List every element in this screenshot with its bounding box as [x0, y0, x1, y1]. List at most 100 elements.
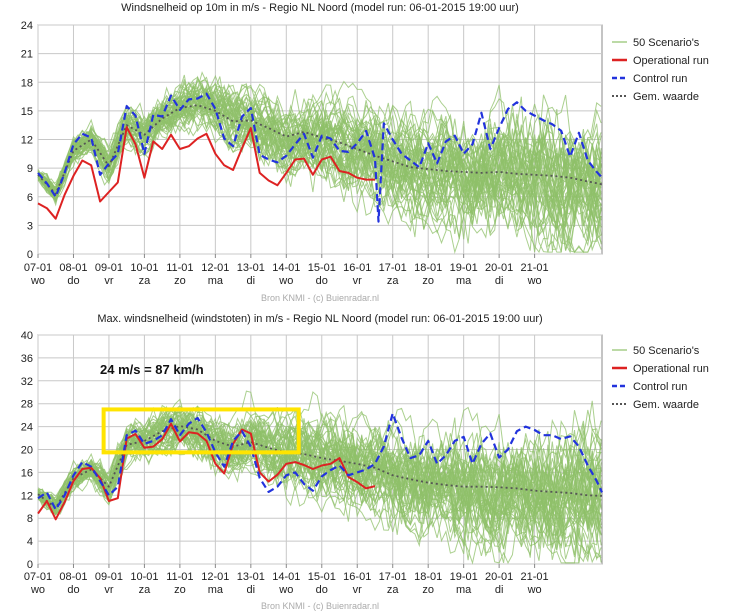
operational-run-line [37, 126, 375, 220]
scenario-line [37, 413, 602, 563]
x-tick-date: 15-01 [308, 571, 336, 583]
x-tick-date: 21-01 [521, 262, 549, 274]
x-tick-date: 11-01 [166, 262, 193, 274]
x-tick-day: di [495, 584, 504, 596]
scenario-line [37, 93, 602, 245]
x-tick-day: vr [353, 275, 363, 287]
x-tick-date: 21-01 [521, 571, 549, 583]
x-tick-day: do [67, 584, 79, 596]
y-tick-label: 36 [21, 353, 33, 365]
x-tick-day: do [316, 275, 328, 287]
scenario-line [37, 406, 602, 542]
y-tick-label: 24 [21, 422, 33, 434]
x-tick-day: zo [422, 584, 434, 596]
x-tick-day: do [316, 584, 328, 596]
x-tick-day: za [139, 275, 152, 287]
x-tick-day: ma [456, 275, 472, 287]
x-tick-date: 17-01 [379, 571, 407, 583]
y-tick-label: 6 [27, 192, 33, 204]
x-tick-date: 12-01 [201, 262, 229, 274]
legend: 50 Scenario's Operational run Control run G… [612, 345, 709, 411]
x-tick-date: 09-01 [95, 262, 123, 274]
x-tick-date: 08-01 [59, 262, 87, 274]
x-tick-day: za [387, 275, 400, 287]
x-tick-day: vr [104, 275, 114, 287]
x-tick-day: wo [527, 275, 542, 287]
windsnelheid-chart: Windsnelheid op 10m in m/s - Regio NL No… [21, 2, 709, 303]
y-tick-label: 9 [27, 163, 33, 175]
scenario-line [37, 75, 602, 205]
control-run-line [37, 92, 603, 223]
legend-label: 50 Scenario's [633, 345, 700, 357]
y-tick-label: 21 [21, 49, 33, 61]
y-tick-label: 18 [21, 77, 33, 89]
x-tick-day: wo [30, 584, 45, 596]
x-tick-date: 20-01 [485, 571, 513, 583]
x-tick-date: 14-01 [272, 571, 300, 583]
y-tick-label: 15 [21, 106, 33, 118]
legend-label: Operational run [633, 363, 709, 375]
windstoten-chart: Max. windsnelheid (windstoten) in m/s - … [21, 313, 709, 611]
source-credit: Bron KNMI - (c) Buienradar.nl [261, 293, 379, 303]
x-tick-day: di [247, 584, 256, 596]
y-tick-label: 28 [21, 399, 33, 411]
x-tick-day: zo [422, 275, 434, 287]
x-tick-day: wo [278, 275, 293, 287]
x-tick-date: 20-01 [485, 262, 513, 274]
x-tick-date: 07-01 [24, 262, 52, 274]
x-tick-day: wo [527, 584, 542, 596]
mean-line [37, 425, 603, 509]
source-credit: Bron KNMI - (c) Buienradar.nl [261, 601, 379, 611]
control-run-line [37, 412, 603, 511]
scenario-line [37, 411, 602, 565]
y-tick-label: 12 [21, 135, 33, 147]
x-tick-day: wo [30, 275, 45, 287]
legend-label: Operational run [633, 55, 709, 67]
x-tick-date: 19-01 [450, 262, 478, 274]
x-tick-date: 09-01 [95, 571, 123, 583]
x-tick-date: 10-01 [130, 571, 158, 583]
annotation-text: 24 m/s = 87 km/h [100, 362, 204, 377]
x-tick-date: 10-01 [130, 262, 158, 274]
x-tick-date: 13-01 [237, 262, 265, 274]
x-tick-date: 18-01 [414, 262, 442, 274]
y-tick-label: 24 [21, 20, 33, 32]
legend: 50 Scenario's Operational run Control run G… [612, 37, 709, 103]
y-tick-label: 8 [27, 513, 33, 525]
x-tick-date: 16-01 [343, 262, 371, 274]
y-tick-label: 3 [27, 220, 33, 232]
scenario-line [37, 409, 602, 553]
x-tick-date: 11-01 [166, 571, 193, 583]
legend-label: Control run [633, 73, 687, 85]
x-tick-day: zo [174, 275, 186, 287]
x-tick-day: zo [174, 584, 186, 596]
x-tick-day: wo [278, 584, 293, 596]
legend-label: Gem. waarde [633, 91, 699, 103]
y-tick-label: 12 [21, 490, 33, 502]
y-tick-label: 40 [21, 330, 33, 342]
x-tick-day: ma [208, 584, 224, 596]
chart-title: Windsnelheid op 10m in m/s - Regio NL No… [121, 2, 519, 14]
legend-label: 50 Scenario's [633, 37, 700, 49]
scenario-line [37, 81, 602, 228]
x-tick-date: 16-01 [343, 571, 371, 583]
y-tick-label: 20 [21, 445, 33, 457]
x-tick-day: do [67, 275, 79, 287]
y-tick-label: 4 [27, 536, 33, 548]
chart-title: Max. windsnelheid (windstoten) in m/s - … [97, 313, 542, 325]
x-tick-date: 12-01 [201, 571, 229, 583]
x-tick-day: di [495, 275, 504, 287]
x-tick-day: ma [456, 584, 472, 596]
x-tick-day: vr [104, 584, 114, 596]
y-tick-label: 16 [21, 467, 33, 479]
x-tick-day: za [139, 584, 152, 596]
x-tick-date: 08-01 [59, 571, 87, 583]
legend-label: Gem. waarde [633, 399, 699, 411]
x-tick-date: 07-01 [24, 571, 52, 583]
x-tick-date: 13-01 [237, 571, 265, 583]
x-tick-day: ma [208, 275, 224, 287]
x-tick-day: vr [353, 584, 363, 596]
x-tick-day: za [387, 584, 400, 596]
highlight-box [101, 407, 301, 455]
